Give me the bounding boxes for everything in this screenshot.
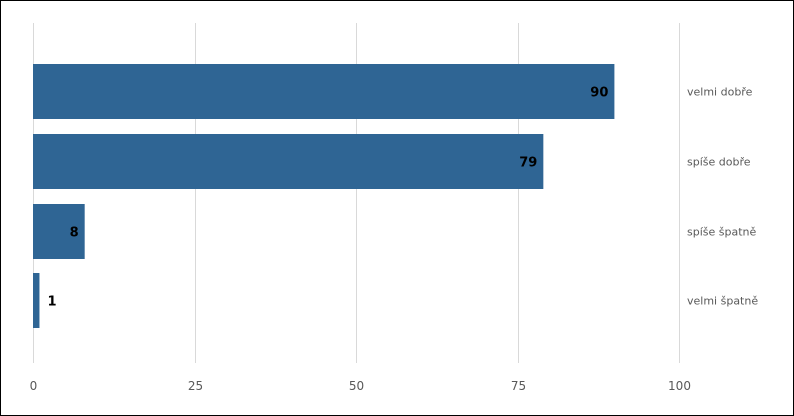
data-label-2: 79 [519, 156, 537, 171]
category-label-3: spíše špatně [687, 226, 757, 239]
bar-1 [33, 64, 615, 119]
bars [33, 64, 615, 328]
x-tick-label-75: 75 [511, 379, 526, 393]
bar-4 [33, 273, 40, 328]
data-label-3: 8 [70, 226, 79, 241]
bar-2 [33, 134, 544, 189]
data-labels: 90 79 8 1 [47, 86, 608, 310]
category-label-1: velmi dobře [687, 86, 753, 99]
category-labels: velmi dobře spíše dobře spíše špatně velmi … [687, 86, 758, 308]
x-tick-label-25: 25 [188, 379, 203, 393]
data-label-4: 1 [47, 295, 56, 310]
bar-3 [33, 204, 85, 259]
x-tick-label-50: 50 [349, 379, 364, 393]
x-tick-label-100: 100 [668, 379, 691, 393]
category-label-2: spíše dobře [687, 156, 751, 169]
x-tick-label-0: 0 [30, 379, 38, 393]
category-label-4: velmi špatně [687, 295, 758, 308]
x-axis-tick-labels: 0 25 50 75 100 [30, 379, 691, 393]
data-label-1: 90 [590, 86, 608, 101]
